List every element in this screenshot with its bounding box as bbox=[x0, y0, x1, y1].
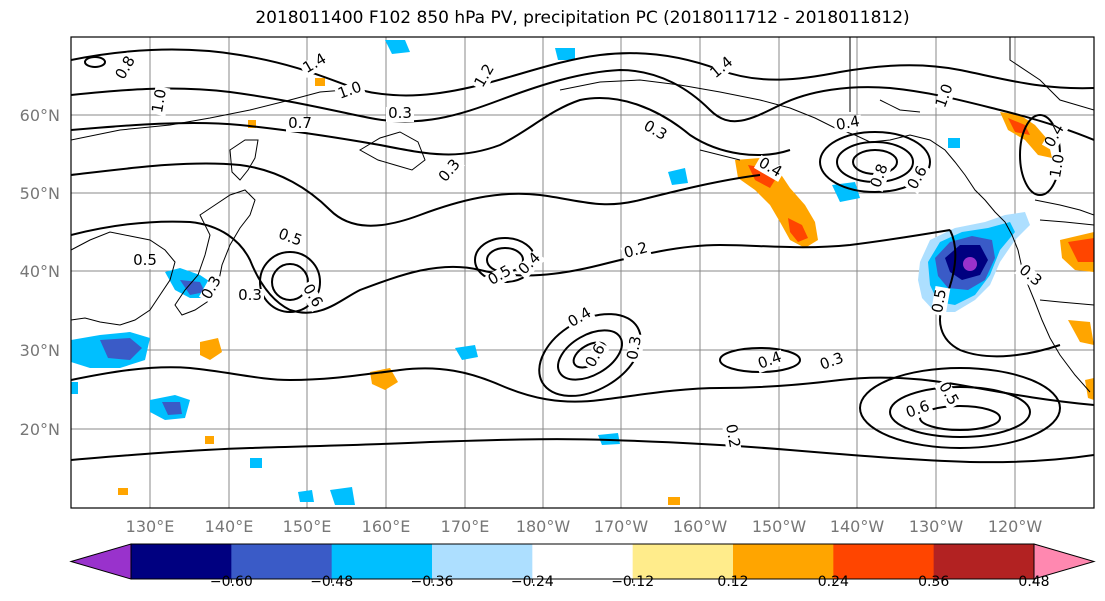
latitude-label: 40°N bbox=[20, 262, 60, 281]
contour-label: 0.2 bbox=[722, 423, 744, 450]
latitude-label: 60°N bbox=[20, 106, 60, 125]
contour-label-bg bbox=[564, 304, 597, 332]
contour-label: 0.3 bbox=[388, 104, 412, 122]
longitude-label: 140°E bbox=[205, 517, 254, 536]
contour-label-bg bbox=[1041, 120, 1069, 153]
precipitation-shading bbox=[71, 40, 1094, 505]
colorbar-segment bbox=[432, 544, 533, 579]
contour-label-bg bbox=[236, 289, 264, 304]
latitude-label: 30°N bbox=[20, 341, 60, 360]
colorbar-segment bbox=[733, 544, 834, 579]
colorbar-tick-label: −0.48 bbox=[310, 574, 353, 590]
colorbar-segment bbox=[933, 544, 1035, 579]
longitude-labels: 130°E 140°E 150°E 160°E 170°E 180°W 170°W 160°W… bbox=[126, 517, 1043, 536]
contour-label-bg bbox=[334, 79, 366, 104]
contour-label-bg bbox=[582, 340, 610, 373]
colorbar-segment bbox=[131, 544, 232, 579]
longitude-label: 140°W bbox=[830, 517, 885, 536]
latitude-label: 50°N bbox=[20, 184, 60, 203]
contour-label-bg bbox=[721, 420, 742, 452]
contour-label: 0.5 bbox=[133, 251, 157, 269]
colorbar-frame bbox=[130, 543, 1035, 580]
latitude-label: 20°N bbox=[20, 420, 60, 439]
colorbar-tick-label: −0.24 bbox=[511, 574, 554, 590]
longitude-label: 170°E bbox=[441, 517, 490, 536]
colorbar-segment bbox=[833, 544, 935, 579]
contour-label-bg bbox=[638, 117, 671, 145]
contour-label-bg bbox=[753, 154, 786, 182]
contour-label-bg bbox=[904, 162, 932, 195]
contour-label: 0.3 bbox=[238, 286, 262, 304]
contour-label-bg bbox=[930, 285, 951, 317]
contour-label-bg bbox=[933, 80, 958, 112]
contour-label: 0.4 bbox=[835, 112, 862, 134]
contour-label-bg bbox=[299, 50, 332, 78]
contour-label-bg bbox=[112, 52, 140, 85]
contour-label-bg bbox=[484, 262, 517, 290]
contour-label: 0.2 bbox=[622, 238, 650, 262]
colorbar-tick-label: −0.12 bbox=[611, 574, 654, 590]
longitude-label: 130°E bbox=[126, 517, 175, 536]
longitude-label: 120°W bbox=[988, 517, 1043, 536]
contour-label: 0.5 bbox=[928, 288, 950, 315]
longitude-label: 180°W bbox=[516, 517, 571, 536]
contour-label-bg bbox=[131, 254, 159, 269]
map-border bbox=[70, 36, 1095, 509]
longitude-label: 170°W bbox=[594, 517, 649, 536]
colorbar-tick-label: 0.36 bbox=[918, 574, 949, 590]
latitude-labels: 60°N 50°N 40°N 30°N 20°N bbox=[20, 106, 60, 439]
contour-label-bg bbox=[902, 398, 934, 423]
longitude-label: 130°W bbox=[909, 517, 964, 536]
colorbar-tick-label: −0.36 bbox=[411, 574, 454, 590]
longitude-label: 150°W bbox=[752, 517, 807, 536]
contour-label-bg bbox=[868, 160, 893, 192]
colorbar-tick-label: 0.24 bbox=[818, 574, 849, 590]
colorbar-tick-label: 0.12 bbox=[717, 574, 748, 590]
colorbar-tick-labels: −0.60 −0.48 −0.36 −0.24 −0.12 0.12 0.24 0.36 0.4… bbox=[210, 574, 1050, 590]
contour-label-bg bbox=[832, 114, 864, 135]
contour-label-bg bbox=[298, 280, 326, 313]
contour-label: 1.0 bbox=[1046, 153, 1068, 180]
coastlines bbox=[71, 37, 1094, 393]
contour-labels: 0.81.01.41.0 1.20.70.30.30.3 0.41.41.00.4 0… bbox=[111, 49, 1069, 452]
map-title: 2018011400 F102 850 hPa PV, precipitatio… bbox=[255, 8, 910, 28]
contour-label-bg bbox=[1014, 261, 1046, 292]
contour-label-bg bbox=[620, 240, 652, 263]
colorbar-segment bbox=[632, 544, 734, 579]
contour-label-bg bbox=[471, 60, 499, 93]
contour-label: 0.3 bbox=[623, 335, 645, 362]
colorbar-segment bbox=[331, 544, 433, 579]
contour-label: 0.7 bbox=[288, 114, 312, 132]
contour-label-bg bbox=[286, 117, 314, 132]
contour-label-bg bbox=[816, 350, 848, 375]
contour-label: 1.0 bbox=[148, 88, 170, 115]
colorbar-tick-label: 0.48 bbox=[1018, 574, 1049, 590]
contour-label-bg bbox=[198, 272, 226, 305]
contour-label-bg bbox=[625, 332, 646, 364]
contour-label-bg bbox=[934, 378, 962, 411]
colorbar bbox=[69, 543, 1096, 580]
colorbar-segment bbox=[532, 544, 634, 579]
contour-label-bg bbox=[435, 155, 466, 187]
colorbar-tick-label: −0.60 bbox=[210, 574, 253, 590]
longitude-label: 150°E bbox=[283, 517, 332, 536]
longitude-label: 160°E bbox=[362, 517, 411, 536]
contour-label-bg bbox=[274, 226, 306, 251]
colorbar-segment bbox=[231, 544, 333, 579]
contour-label-bg bbox=[1048, 150, 1069, 182]
colorbar-extend-low bbox=[69, 543, 132, 580]
longitude-label: 160°W bbox=[673, 517, 728, 536]
contour-label-bg bbox=[706, 53, 738, 84]
contour-label-bg bbox=[754, 349, 786, 374]
contour-label-bg bbox=[386, 107, 414, 122]
contour-label-bg bbox=[150, 85, 171, 117]
contour-label-bg bbox=[515, 249, 546, 280]
